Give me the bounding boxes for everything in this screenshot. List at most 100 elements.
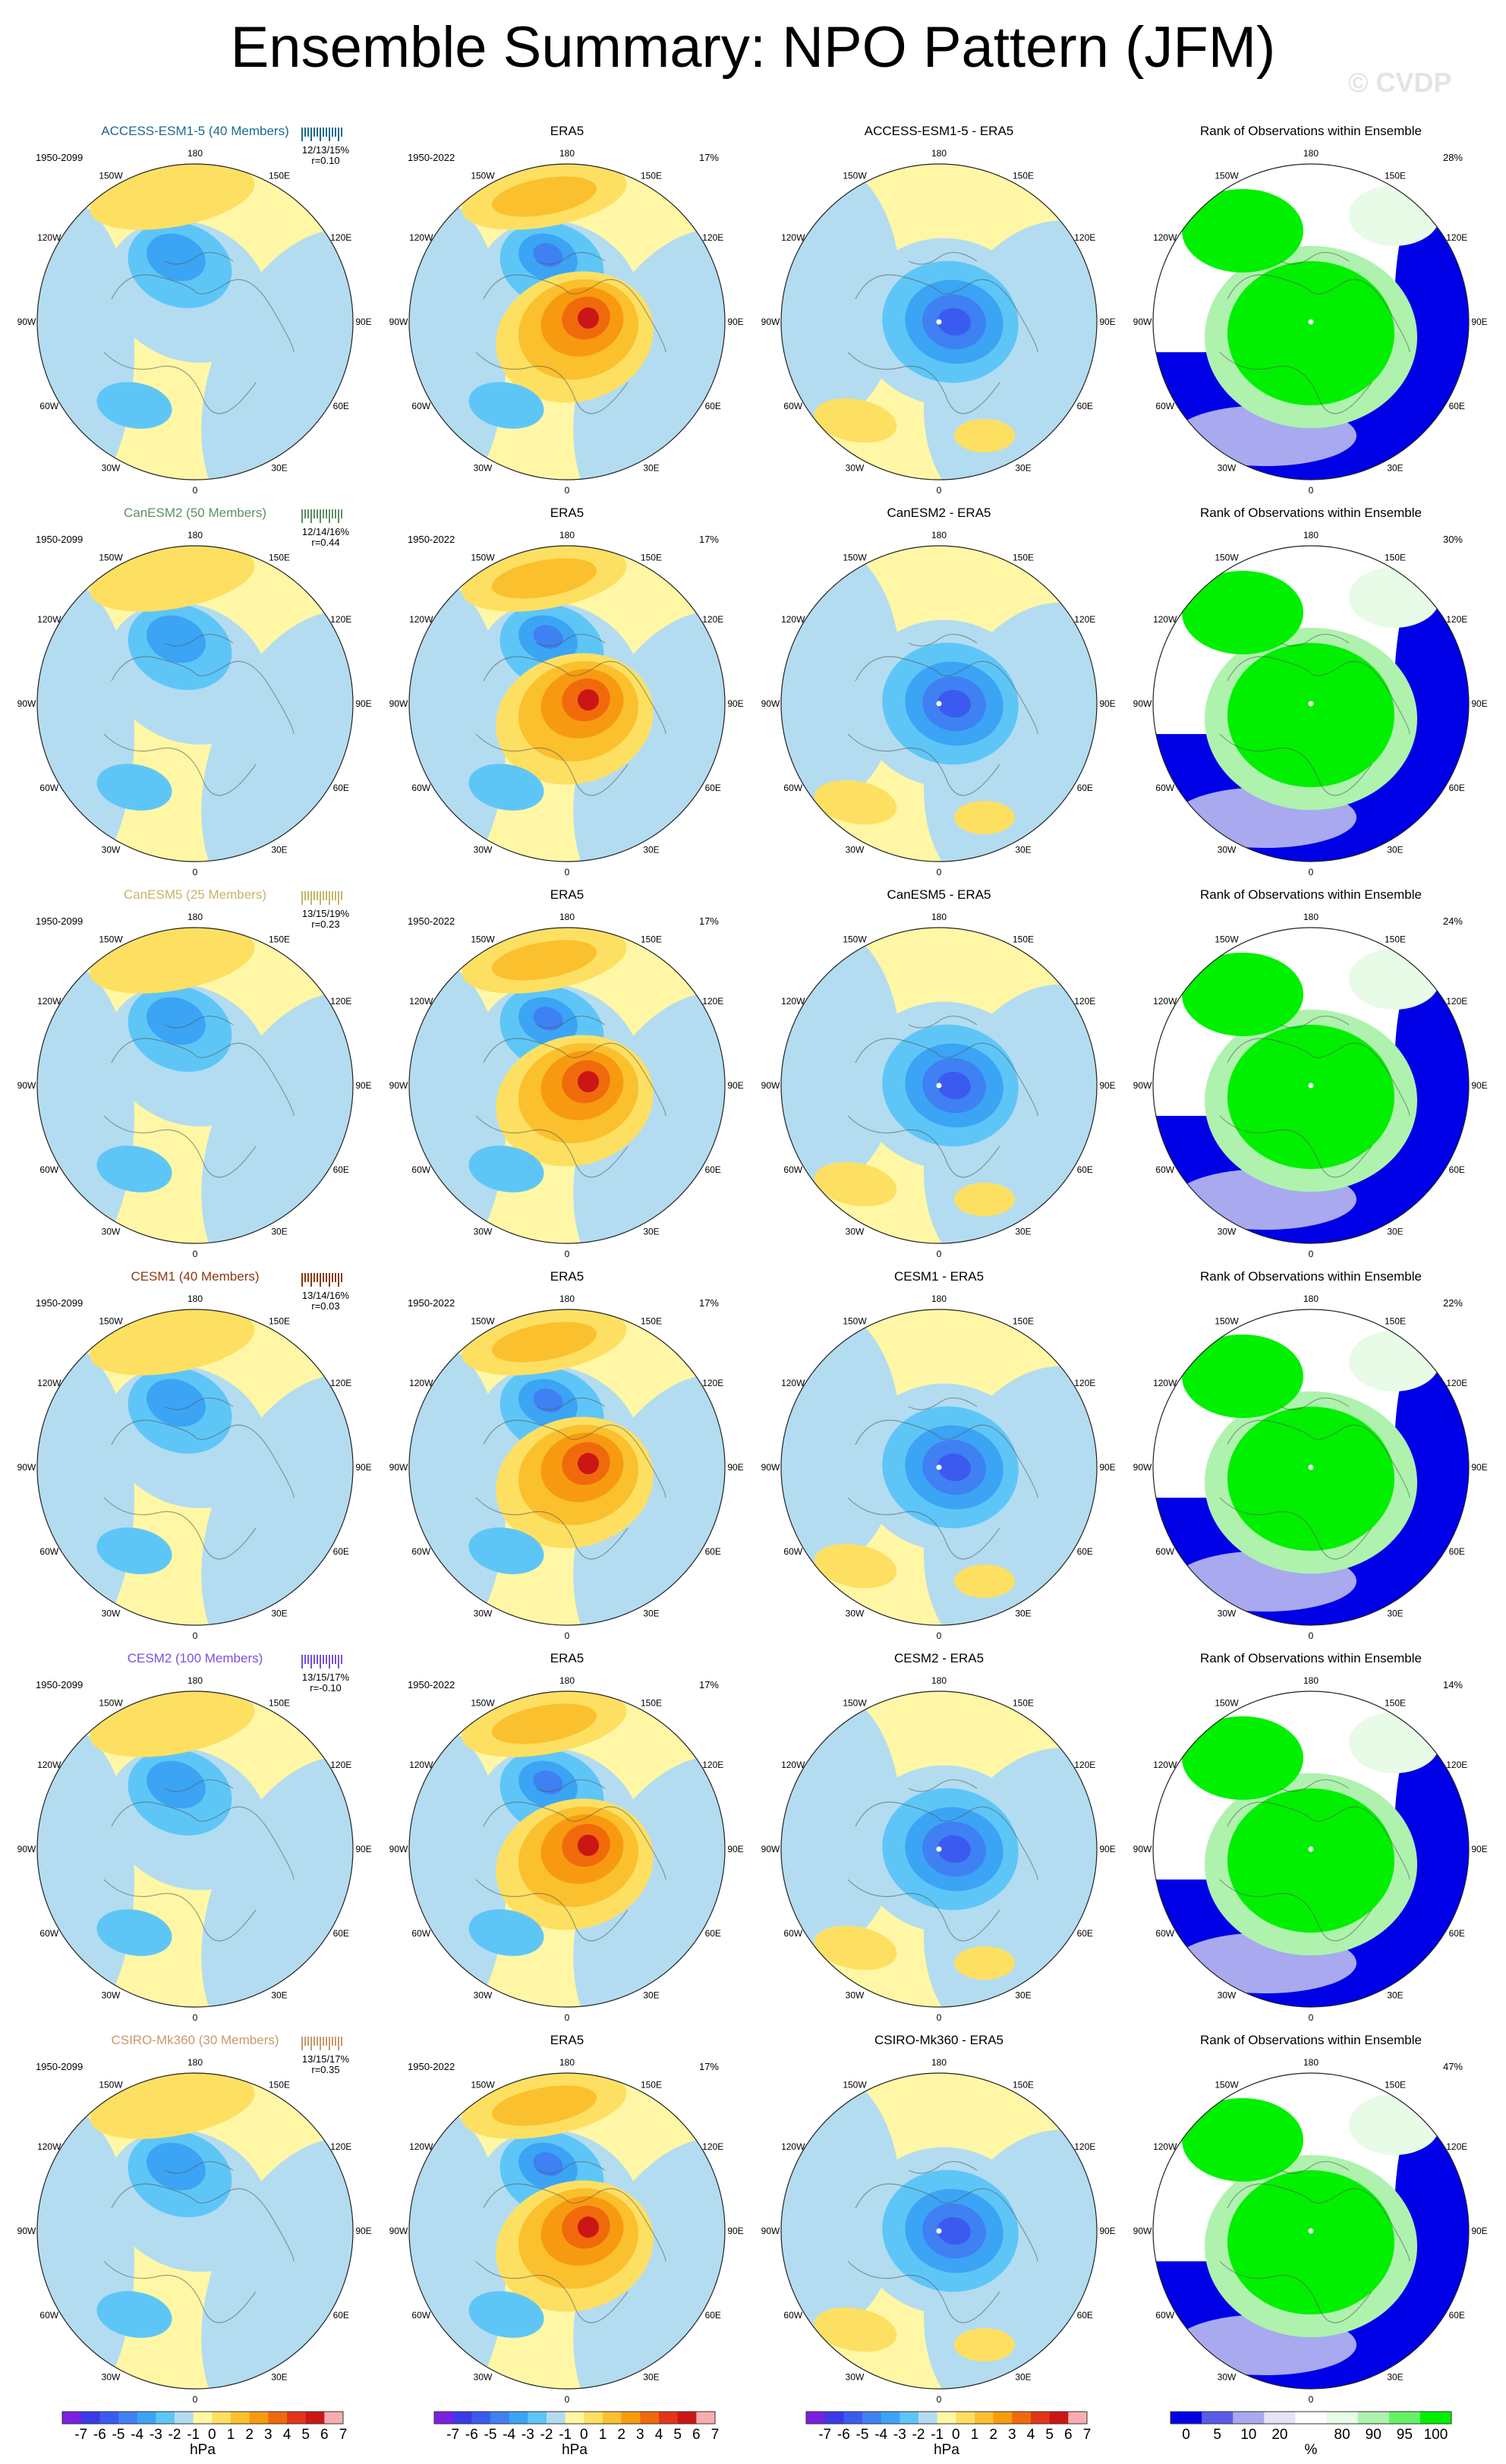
member-spread-mark bbox=[341, 1273, 342, 1282]
longitude-label: 60W bbox=[39, 1928, 58, 1939]
positive-anomaly bbox=[90, 546, 255, 612]
member-spread-mark bbox=[304, 2037, 306, 2046]
map-border bbox=[408, 1309, 726, 1626]
colorbar-swatch bbox=[212, 2412, 232, 2424]
colorbar-label: 20 bbox=[1271, 2427, 1287, 2443]
member-spread-mark bbox=[326, 128, 327, 137]
longitude-label: 0 bbox=[565, 2394, 570, 2405]
longitude-label: 30W bbox=[846, 844, 865, 855]
negative-anomaly bbox=[37, 2110, 134, 2389]
colorbar-label: 6 bbox=[1064, 2427, 1073, 2443]
colorbar-swatch bbox=[528, 2412, 547, 2424]
longitude-label: 90W bbox=[761, 1080, 780, 1091]
positive-anomaly bbox=[814, 1543, 897, 1589]
longitude-label: 150E bbox=[1385, 1316, 1406, 1327]
member-spread-mark bbox=[307, 509, 309, 518]
positive-anomaly bbox=[491, 1322, 597, 1363]
longitude-label: 120W bbox=[409, 614, 433, 625]
colorbar-label: -4 bbox=[131, 2427, 143, 2443]
member-spread-mark bbox=[313, 509, 315, 518]
longitude-label: 30E bbox=[1387, 2371, 1403, 2382]
colorbar-swatch bbox=[975, 2412, 994, 2424]
member-spread-mark bbox=[326, 1273, 327, 1282]
longitude-label: 120E bbox=[330, 614, 351, 625]
map-border bbox=[408, 927, 726, 1244]
map-border bbox=[780, 1309, 1098, 1626]
map-border bbox=[780, 545, 1098, 862]
difference-panel-title: CanESM2 - ERA5 bbox=[887, 506, 991, 520]
longitude-label: 60E bbox=[1449, 401, 1465, 411]
member-spread-mark bbox=[317, 1273, 318, 1282]
colorbar-label: 10 bbox=[1240, 2427, 1256, 2443]
positive-anomaly bbox=[90, 1691, 255, 1757]
positive-anomaly bbox=[814, 1161, 897, 1207]
positive-anomaly bbox=[491, 2085, 597, 2126]
polar-map: 180 150E 120E 90E 60E 30E 0 30W 60W 90W 120W 150W bbox=[389, 2057, 744, 2405]
negative-anomaly bbox=[533, 1388, 563, 1413]
longitude-label: 150E bbox=[641, 1698, 662, 1709]
colorbar-swatch bbox=[287, 2412, 307, 2424]
colorbar-label: 3 bbox=[1008, 2427, 1016, 2443]
longitude-label: 30E bbox=[643, 1990, 659, 2000]
longitude-label: 0 bbox=[193, 867, 198, 878]
model-panel-title: CESM1 (40 Members) bbox=[131, 1269, 259, 1284]
longitude-label: 90W bbox=[17, 317, 36, 327]
longitude-label: 150W bbox=[471, 553, 495, 563]
member-spread-mark bbox=[323, 128, 324, 137]
longitude-label: 150E bbox=[1013, 171, 1034, 181]
longitude-label: 150W bbox=[99, 1316, 123, 1327]
colorbar-label: 0 bbox=[1182, 2427, 1190, 2443]
pole-marker bbox=[1308, 1846, 1314, 1852]
longitude-label: 0 bbox=[937, 485, 942, 496]
colorbar-frame bbox=[805, 2411, 1088, 2425]
longitude-label: 120W bbox=[781, 2141, 805, 2152]
model-explained-variance: 12/13/15% bbox=[302, 144, 350, 156]
longitude-label: 150W bbox=[1215, 1698, 1239, 1709]
colorbar-swatch bbox=[900, 2412, 919, 2424]
cvdp-watermark: © CVDP bbox=[1348, 67, 1452, 98]
colorbar-swatch bbox=[696, 2412, 716, 2424]
longitude-label: 90W bbox=[1133, 698, 1152, 709]
colorbar-swatch bbox=[843, 2412, 863, 2424]
member-spread-mark bbox=[310, 2037, 312, 2050]
longitude-label: 120E bbox=[330, 996, 351, 1007]
polar-map: 180 150E 120E 90E 60E 30E 0 30W 60W 90W 120W 150W bbox=[1133, 2057, 1488, 2405]
longitude-label: 30W bbox=[846, 1990, 865, 2000]
colorbar-label: -6 bbox=[93, 2427, 106, 2443]
colorbar-label: 6 bbox=[692, 2427, 701, 2443]
longitude-label: 30E bbox=[643, 844, 659, 855]
longitude-label: 150W bbox=[1215, 934, 1239, 945]
colorbar-swatch bbox=[1031, 2412, 1051, 2424]
negative-anomaly bbox=[409, 1728, 506, 2007]
coastline bbox=[1219, 2161, 1410, 2324]
high-rank-region bbox=[1349, 567, 1440, 628]
longitude-label: 0 bbox=[193, 485, 198, 496]
pole-marker bbox=[1308, 1082, 1314, 1089]
longitude-label: 150W bbox=[471, 1698, 495, 1709]
colorbar-label: -1 bbox=[187, 2427, 200, 2443]
longitude-label: 90E bbox=[1099, 317, 1115, 327]
longitude-label: 120E bbox=[330, 1760, 351, 1770]
coastline bbox=[847, 634, 1038, 796]
longitude-label: 180 bbox=[559, 912, 575, 922]
longitude-label: 90E bbox=[727, 1844, 743, 1854]
colorbar-swatch bbox=[824, 2412, 844, 2424]
member-spread-mark bbox=[338, 1655, 339, 1668]
colorbar-swatch bbox=[621, 2412, 641, 2424]
longitude-label: 30W bbox=[102, 462, 121, 473]
longitude-label: 150W bbox=[99, 2080, 123, 2091]
polar-map: 180 150E 120E 90E 60E 30E 0 30W 60W 90W 120W 150W bbox=[1133, 148, 1488, 496]
longitude-label: 150E bbox=[269, 1698, 290, 1709]
longitude-label: 60E bbox=[333, 783, 349, 793]
coastline bbox=[475, 634, 666, 796]
map-border bbox=[408, 545, 726, 862]
longitude-label: 60W bbox=[411, 1928, 430, 1939]
longitude-label: 120E bbox=[1446, 2141, 1467, 2152]
colorbar-label: 7 bbox=[339, 2427, 348, 2443]
member-spread-mark bbox=[332, 1655, 333, 1664]
colorbar-swatch bbox=[62, 2412, 82, 2424]
longitude-label: 90W bbox=[1133, 317, 1152, 327]
longitude-label: 30W bbox=[1218, 1226, 1237, 1237]
era5-panel-title: ERA5 bbox=[550, 124, 584, 138]
